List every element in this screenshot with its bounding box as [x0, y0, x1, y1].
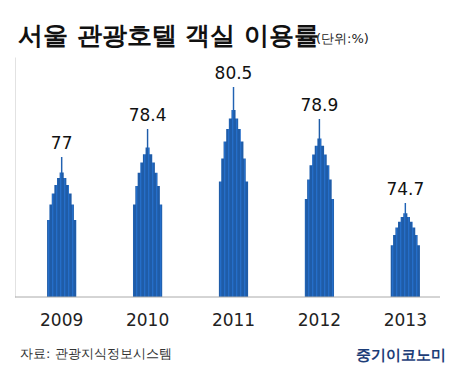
data-label: 74.7 — [386, 179, 424, 199]
source: 자료: 관광지식정보시스템 — [20, 346, 172, 361]
x-tick-label: 2011 — [212, 310, 255, 330]
x-tick-label: 2009 — [40, 310, 83, 330]
y-axis — [15, 58, 16, 298]
data-label: 78.4 — [129, 105, 167, 125]
data-label: 78.9 — [300, 95, 338, 115]
bar — [219, 87, 248, 297]
bar — [133, 129, 162, 297]
bar — [391, 203, 420, 297]
x-axis-line — [15, 297, 440, 298]
x-axis: 2009 2010 2011 2012 2013 — [15, 297, 440, 330]
x-tick: 2010 — [126, 310, 169, 330]
x-tick-label: 2012 — [298, 310, 341, 330]
x-tick: 2009 — [40, 310, 83, 330]
bars — [47, 87, 420, 297]
x-tick-label: 2013 — [384, 310, 427, 330]
title: 서울 관광호텔 객실 이용률 — [18, 21, 319, 50]
data-label: 80.5 — [215, 63, 253, 83]
bar — [305, 119, 334, 297]
x-tick: 2011 — [212, 310, 255, 330]
x-tick-label: 2010 — [126, 310, 169, 330]
x-tick: 2013 — [384, 310, 427, 330]
y-axis-line — [15, 58, 16, 298]
chart: 서울 관광호텔 객실 이용률(단위:%) 77 78.4 80.5 78.9 74.7 20… — [0, 0, 457, 382]
subtitle: (단위:%) — [316, 31, 369, 46]
data-label: 77 — [51, 133, 73, 153]
bar — [47, 157, 76, 297]
credit: 중기이코노미 — [356, 346, 446, 364]
x-tick: 2012 — [298, 310, 341, 330]
